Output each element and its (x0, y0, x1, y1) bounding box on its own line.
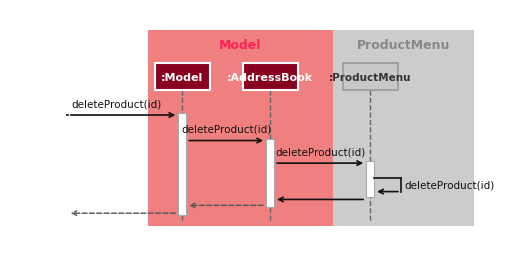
Text: ProductMenu: ProductMenu (357, 39, 451, 52)
Text: :AddressBook: :AddressBook (227, 72, 313, 82)
Bar (266, 139, 274, 208)
Text: deleteProduct(id): deleteProduct(id) (181, 124, 271, 134)
Bar (155, 64, 210, 91)
Text: deleteProduct(id): deleteProduct(id) (405, 180, 495, 190)
Text: :ProductMenu: :ProductMenu (329, 72, 412, 82)
Text: deleteProduct(id): deleteProduct(id) (275, 147, 365, 157)
Bar (334, 30, 474, 226)
Bar (242, 64, 298, 91)
Bar (343, 64, 398, 91)
Bar (148, 30, 334, 226)
Text: deleteProduct(id): deleteProduct(id) (72, 99, 162, 109)
Text: :Model: :Model (161, 72, 203, 82)
Bar (366, 162, 374, 198)
Bar (178, 114, 187, 215)
Text: Model: Model (219, 39, 262, 52)
